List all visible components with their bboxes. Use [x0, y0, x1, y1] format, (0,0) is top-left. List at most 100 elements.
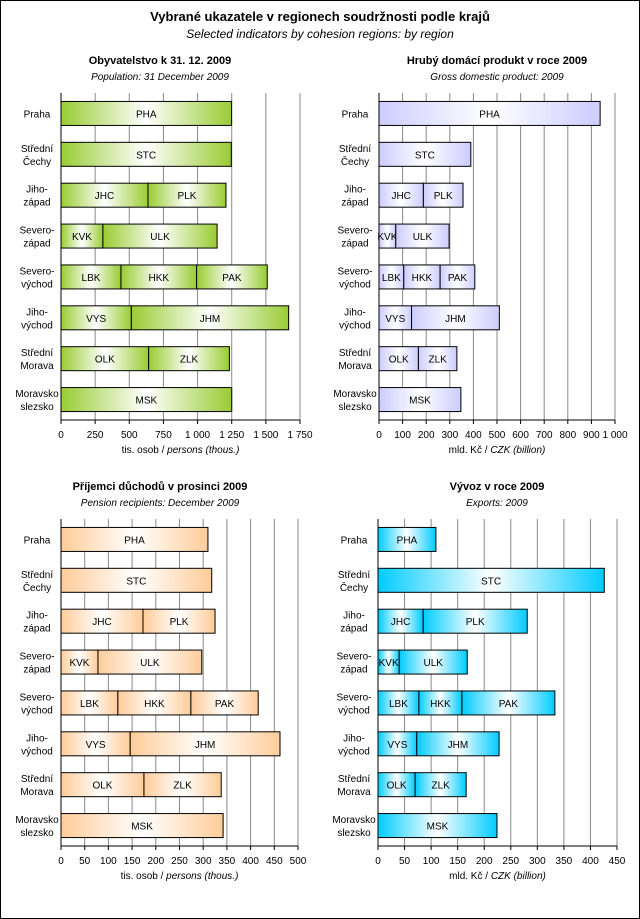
- tick-label: 100: [423, 856, 440, 867]
- bar-ulk: [102, 223, 218, 249]
- tick-label: 0: [58, 856, 64, 867]
- bar-pak: [190, 690, 259, 716]
- bar-plk: [422, 182, 464, 208]
- bar-pak: [196, 264, 268, 290]
- panel-subtitle: Gross domestic product: 2009: [430, 72, 564, 83]
- bar-label-pha: PHA: [136, 109, 157, 120]
- bar-label-zlk: ZLK: [180, 355, 199, 366]
- bar-zlk: [143, 772, 222, 798]
- panel-title: Příjemci důchodů v prosinci 2009: [73, 481, 248, 493]
- bar-label-stc: STC: [481, 576, 501, 587]
- bar-label-olk: OLK: [92, 781, 112, 792]
- row-label: Morava: [20, 787, 54, 798]
- row-label: Jiho-: [344, 185, 366, 196]
- row-label: Střední: [21, 144, 53, 155]
- bar-zlk: [148, 346, 230, 372]
- panel-subtitle: Population: 31 December 2009: [91, 72, 229, 83]
- row-label: Praha: [342, 109, 369, 120]
- bar-jhm: [411, 305, 500, 331]
- row-label: Čechy: [23, 581, 51, 594]
- bar-stc: [378, 141, 472, 167]
- x-axis-title: tis. osob / persons (thous.): [121, 871, 239, 882]
- row-label: západ: [341, 198, 368, 209]
- bar-stc: [377, 567, 605, 593]
- main-title: Vybrané ukazatele v regionech soudržnost…: [150, 9, 490, 24]
- bar-pha: [60, 100, 233, 126]
- x-axis-title: mld. Kč / CZK (billion): [449, 871, 546, 882]
- bar-label-ulk: ULK: [140, 658, 160, 669]
- tick-label: 300: [195, 856, 212, 867]
- bar-label-lbk: LBK: [80, 699, 99, 710]
- bar-label-plk: PLK: [434, 191, 453, 202]
- bar-label-pak: PAK: [448, 273, 468, 284]
- bar-label-lbk: LBK: [389, 699, 408, 710]
- bar-label-msk: MSK: [136, 396, 158, 407]
- tick-label: 1 750: [287, 430, 312, 441]
- x-axis-title-cz: tis. osob /: [122, 445, 168, 456]
- row-label: slezsko: [20, 402, 54, 413]
- row-label: Morava: [338, 361, 372, 372]
- tick-label: 750: [155, 430, 172, 441]
- bar-label-kvk: KVK: [377, 232, 397, 243]
- bar-lbk: [60, 690, 119, 716]
- bar-plk: [147, 182, 227, 208]
- bar-label-hkk: HKK: [430, 699, 451, 710]
- bar-label-msk: MSK: [131, 822, 153, 833]
- row-label: západ: [23, 198, 50, 209]
- tick-label: 0: [58, 430, 64, 441]
- tick-label: 200: [147, 856, 164, 867]
- panel-3: Vývoz v roce 2009 Exports: 2009 0 50 100 150 2…: [332, 481, 625, 882]
- bar-label-olk: OLK: [389, 355, 409, 366]
- bar-label-plk: PLK: [178, 191, 197, 202]
- bar-label-pak: PAK: [222, 273, 242, 284]
- bar-hkk: [117, 690, 192, 716]
- bar-label-olk: OLK: [387, 781, 407, 792]
- row-label: Jiho-: [343, 611, 365, 622]
- tick-label: 250: [87, 430, 104, 441]
- bar-label-stc: STC: [415, 150, 435, 161]
- row-label: Střední: [338, 774, 370, 785]
- bar-label-zlk: ZLK: [173, 781, 192, 792]
- row-label: Střední: [338, 570, 370, 581]
- bar-label-jhc: JHC: [391, 617, 410, 628]
- bar-label-kvk: KVK: [69, 658, 89, 669]
- bar-label-hkk: HKK: [149, 273, 170, 284]
- row-label: východ: [338, 705, 370, 716]
- tick-label: 100: [100, 856, 117, 867]
- bar-label-msk: MSK: [409, 396, 431, 407]
- row-label: Moravsko: [15, 815, 59, 826]
- row-label: Severo-: [337, 226, 372, 237]
- row-label: Severo-: [19, 266, 54, 277]
- bar-pha: [377, 526, 437, 552]
- row-label: Čechy: [341, 155, 369, 168]
- bar-label-jhm: JHM: [200, 314, 221, 325]
- bar-label-jhm: JHM: [195, 740, 216, 751]
- row-label: západ: [23, 624, 50, 635]
- bar-label-pha: PHA: [397, 535, 418, 546]
- bar-pak: [439, 264, 476, 290]
- x-axis-title-en: persons (thous.): [166, 445, 239, 456]
- tick-label: 300: [529, 856, 546, 867]
- bar-hkk: [120, 264, 198, 290]
- bar-label-msk: MSK: [427, 822, 449, 833]
- bar-olk: [60, 346, 150, 372]
- bar-label-zlk: ZLK: [428, 355, 447, 366]
- row-label: slezsko: [337, 828, 371, 839]
- bar-label-lbk: LBK: [382, 273, 401, 284]
- row-label: Jiho-: [26, 733, 48, 744]
- row-label: Střední: [21, 774, 53, 785]
- bar-label-pha: PHA: [479, 109, 500, 120]
- bar-jhc: [60, 608, 144, 634]
- bar-label-hkk: HKK: [412, 273, 433, 284]
- tick-label: 150: [124, 856, 141, 867]
- row-label: východ: [339, 320, 371, 331]
- tick-label: 600: [512, 430, 529, 441]
- bar-label-jhc: JHC: [391, 191, 410, 202]
- panel-subtitle: Exports: 2009: [466, 498, 528, 509]
- bar-zlk: [417, 346, 458, 372]
- row-label: Praha: [24, 535, 51, 546]
- row-label: Jiho-: [26, 185, 48, 196]
- row-label: Moravsko: [332, 815, 376, 826]
- tick-label: 350: [556, 856, 573, 867]
- row-label: Moravsko: [15, 389, 59, 400]
